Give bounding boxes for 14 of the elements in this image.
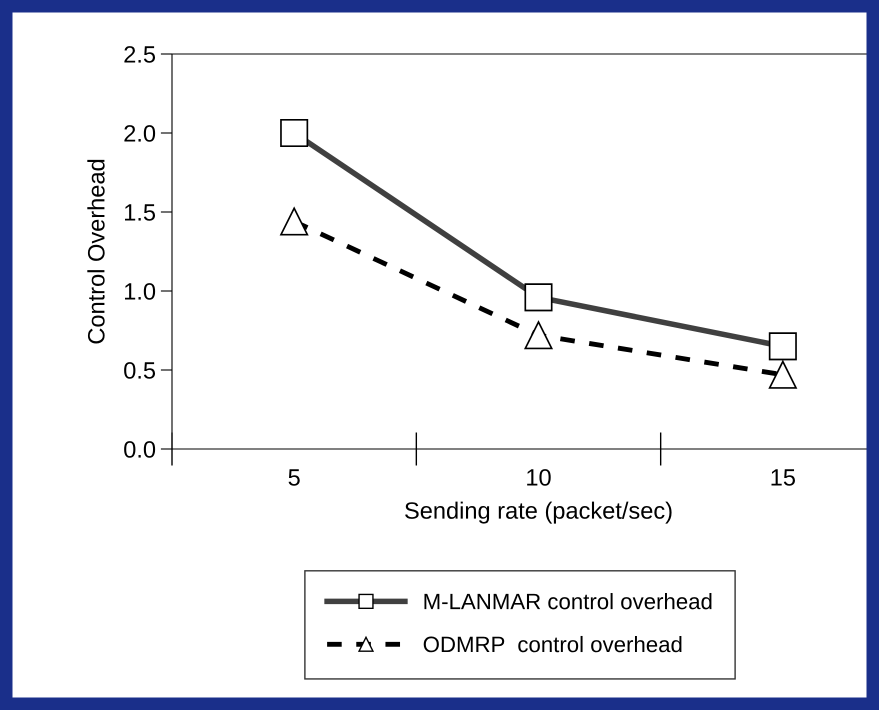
y-tick-label: 2.0 [124,125,156,142]
x-axis-title: Sending rate (packet/sec) [405,502,672,524]
x-tick-label: 5 [288,469,300,486]
x-tick-label: 15 [772,469,795,486]
point [524,321,553,350]
y-tick-label: 1.5 [125,204,156,221]
legend-label: M-LANMAR control overhead [424,593,712,610]
legend-label: ODMRP control overhead [424,636,682,652]
y-tick-label: 0.5 [124,362,156,379]
y-axis-title: Control Overhead [87,160,105,344]
y-tick-label: 1.0 [125,283,156,300]
y-tick-label: 0.0 [124,441,156,458]
x-tick-label: 10 [527,469,551,486]
y-tick-label: 2.5 [124,46,156,63]
